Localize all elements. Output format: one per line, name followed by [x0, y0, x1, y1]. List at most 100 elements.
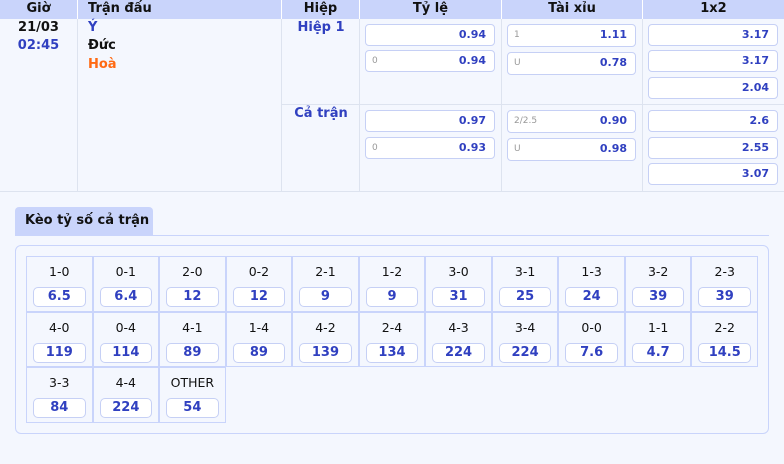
1x2-odd[interactable]: 3.07 — [648, 163, 778, 185]
away-team[interactable]: Đức — [88, 38, 116, 53]
score-odd-button[interactable]: 89 — [166, 342, 219, 363]
correct-score-grid: 1-0 6.5 0-1 6.4 2-0 12 0-2 12 2-1 9 1-2 9 3-0 31 3-1 25… — [26, 256, 758, 423]
ou-line: 2/2.5 — [514, 116, 538, 126]
score-label: 1-2 — [381, 264, 403, 279]
score-odd-button[interactable]: 39 — [631, 287, 685, 307]
score-cell: 1-3 24 — [558, 256, 625, 312]
odd-value: 0.94 — [458, 54, 486, 67]
period-name: Cả trận — [294, 106, 348, 121]
score-label: 4-2 — [315, 319, 336, 335]
score-odd-button[interactable]: 6.5 — [33, 287, 86, 307]
score-odd-button[interactable]: 14.5 — [698, 342, 751, 363]
1x2-odd[interactable]: 3.17 — [648, 24, 778, 46]
ou-line: U — [514, 144, 521, 154]
score-odd-button[interactable]: 39 — [698, 287, 751, 307]
draw-label: Hoà — [88, 57, 117, 72]
score-cell: 0-2 12 — [225, 256, 293, 312]
score-cell: 3-2 39 — [624, 256, 692, 312]
score-odd-button[interactable]: 224 — [432, 342, 485, 363]
score-label: 0-0 — [581, 319, 602, 335]
score-cell: 1-2 9 — [358, 256, 426, 312]
score-cell: 4-0 119 — [26, 311, 93, 367]
score-odd-button[interactable]: 6.4 — [99, 287, 153, 307]
header-handicap: Tỷ lệ — [360, 0, 502, 19]
score-odd-button[interactable]: 31 — [432, 287, 485, 307]
score-odd-button[interactable]: 12 — [232, 287, 286, 307]
score-label: OTHER — [170, 375, 215, 390]
score-odd-button[interactable]: 84 — [33, 398, 86, 418]
overunder-odd[interactable]: 1 1.11 — [507, 24, 636, 47]
score-cell: 0-4 114 — [92, 311, 160, 367]
divider — [501, 19, 502, 191]
score-label: 4-3 — [448, 319, 469, 335]
divider — [0, 191, 784, 192]
score-cell: 4-3 224 — [425, 311, 492, 367]
score-label: 4-4 — [115, 375, 137, 390]
tab-underline — [15, 235, 769, 236]
score-odd-button[interactable]: 224 — [99, 398, 153, 418]
score-cell: 2-2 14.5 — [691, 311, 758, 367]
score-cell: 0-0 7.6 — [558, 311, 625, 367]
score-label: 2-1 — [315, 264, 336, 279]
score-odd-button[interactable]: 9 — [299, 287, 352, 307]
score-odd-button[interactable]: 89 — [232, 342, 286, 363]
score-label: 3-2 — [647, 264, 669, 279]
score-cell: OTHER 54 — [159, 367, 226, 423]
home-team[interactable]: Ý — [88, 20, 98, 35]
tab-correct-score[interactable]: Kèo tỷ số cả trận — [15, 207, 153, 235]
odd-value: 0.97 — [458, 114, 486, 127]
ou-line: 1 — [514, 30, 520, 40]
odd-value: 1.11 — [599, 28, 627, 41]
handicap-odd[interactable]: 0 0.93 — [365, 137, 495, 159]
score-label: 2-2 — [714, 319, 735, 335]
overunder-odd[interactable]: U 0.78 — [507, 52, 636, 75]
score-odd-button[interactable]: 12 — [166, 287, 219, 307]
score-cell: 3-3 84 — [26, 367, 93, 423]
odd-value: 0.90 — [599, 114, 627, 127]
score-cell: 4-2 139 — [292, 311, 359, 367]
score-cell: 3-1 25 — [491, 256, 559, 312]
handicap-odd[interactable]: 0.97 — [365, 110, 495, 132]
score-label: 3-0 — [448, 264, 469, 279]
score-label: 1-3 — [581, 264, 602, 279]
score-label: 3-4 — [514, 319, 536, 335]
divider — [77, 19, 78, 191]
score-odd-button[interactable]: 24 — [565, 287, 618, 307]
handicap-odd[interactable]: 0 0.94 — [365, 50, 495, 72]
odd-value: 0.98 — [599, 142, 627, 155]
1x2-odd[interactable]: 3.17 — [648, 50, 778, 72]
score-cell: 2-4 134 — [358, 311, 426, 367]
score-odd-button[interactable]: 54 — [166, 398, 219, 418]
correct-score-panel — [15, 245, 769, 434]
divider — [642, 19, 643, 191]
overunder-odd[interactable]: 2/2.5 0.90 — [507, 110, 636, 133]
score-odd-button[interactable]: 25 — [498, 287, 552, 307]
score-label: 2-4 — [381, 319, 403, 335]
score-odd-button[interactable]: 224 — [498, 342, 552, 363]
odd-value: 0.93 — [458, 141, 486, 154]
score-odd-button[interactable]: 119 — [33, 342, 86, 363]
score-odd-button[interactable]: 114 — [99, 342, 153, 363]
header-half: Hiệp — [282, 0, 360, 19]
score-cell: 1-0 6.5 — [26, 256, 93, 312]
score-label: 3-1 — [514, 264, 536, 279]
score-label: 2-3 — [714, 264, 735, 279]
score-cell: 3-4 224 — [491, 311, 559, 367]
1x2-odd[interactable]: 2.04 — [648, 77, 778, 99]
score-odd-button[interactable]: 9 — [365, 287, 419, 307]
1x2-odd[interactable]: 2.6 — [648, 110, 778, 132]
score-cell: 3-0 31 — [425, 256, 492, 312]
score-odd-button[interactable]: 139 — [299, 342, 352, 363]
score-label: 0-2 — [248, 264, 270, 279]
score-cell: 4-1 89 — [159, 311, 226, 367]
score-odd-button[interactable]: 7.6 — [565, 342, 618, 363]
score-odd-button[interactable]: 134 — [365, 342, 419, 363]
divider — [359, 19, 360, 191]
score-odd-button[interactable]: 4.7 — [631, 342, 685, 363]
handicap-odd[interactable]: 0.94 — [365, 24, 495, 46]
score-cell: 1-1 4.7 — [624, 311, 692, 367]
header-1x2: 1x2 — [643, 0, 784, 19]
1x2-odd[interactable]: 2.55 — [648, 137, 778, 159]
score-label: 0-1 — [115, 264, 137, 279]
overunder-odd[interactable]: U 0.98 — [507, 138, 636, 161]
